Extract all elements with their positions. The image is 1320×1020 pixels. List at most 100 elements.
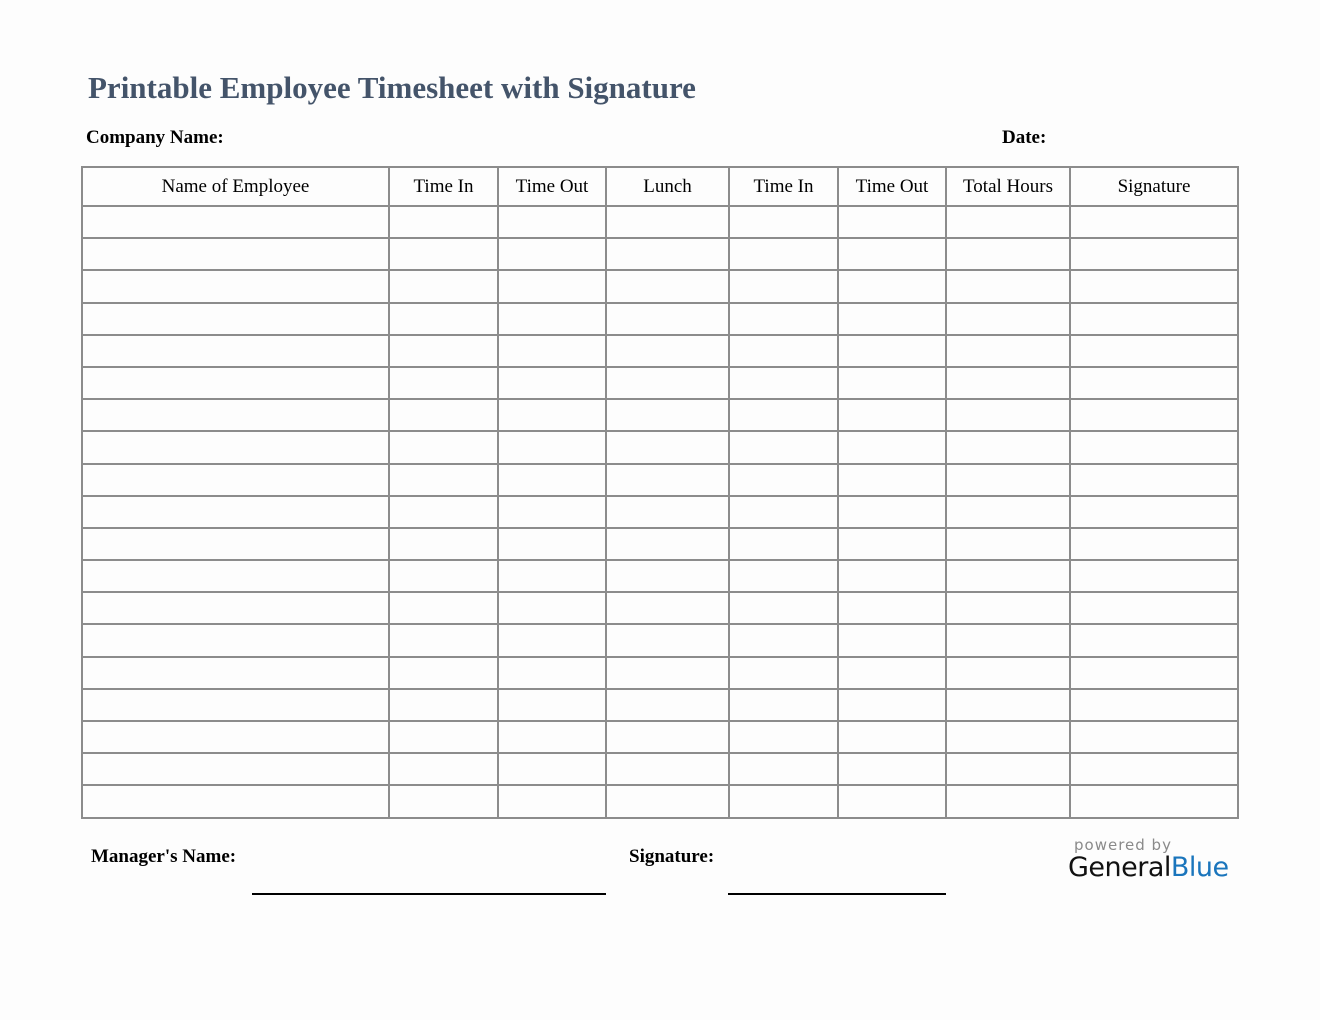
table-cell[interactable] [388,655,499,690]
table-cell[interactable] [497,462,607,497]
table-cell[interactable] [728,333,839,368]
table-cell[interactable] [945,784,1071,819]
table-cell[interactable] [728,237,839,272]
table-cell[interactable] [837,687,947,723]
table-cell[interactable] [728,655,839,690]
table-cell[interactable] [945,430,1071,465]
table-cell[interactable] [1069,430,1239,465]
table-cell[interactable] [837,719,947,755]
table-cell[interactable] [1069,623,1239,658]
table-cell[interactable] [837,301,947,336]
table-cell[interactable] [497,398,607,433]
table-cell[interactable] [1069,687,1239,723]
table-cell[interactable] [837,559,947,594]
table-cell[interactable] [837,237,947,272]
table-cell[interactable] [1069,752,1239,787]
table-cell[interactable] [81,591,390,626]
table-cell[interactable] [1069,237,1239,272]
table-cell[interactable] [497,333,607,368]
table-cell[interactable] [728,752,839,787]
table-cell[interactable] [837,365,947,401]
table-cell[interactable] [388,494,499,529]
table-cell[interactable] [81,559,390,594]
table-cell[interactable] [497,687,607,723]
table-cell[interactable] [728,719,839,755]
table-cell[interactable] [945,719,1071,755]
table-cell[interactable] [605,269,730,304]
table-cell[interactable] [1069,719,1239,755]
table-cell[interactable] [388,237,499,272]
table-cell[interactable] [81,623,390,658]
table-cell[interactable] [81,301,390,336]
table-cell[interactable] [81,687,390,723]
table-cell[interactable] [388,462,499,497]
table-cell[interactable] [81,398,390,433]
table-cell[interactable] [497,237,607,272]
table-cell[interactable] [605,365,730,401]
table-cell[interactable] [837,430,947,465]
table-cell[interactable] [605,752,730,787]
table-cell[interactable] [81,494,390,529]
table-cell[interactable] [837,333,947,368]
table-cell[interactable] [945,269,1071,304]
table-cell[interactable] [945,494,1071,529]
table-cell[interactable] [605,559,730,594]
table-cell[interactable] [388,687,499,723]
table-cell[interactable] [1069,784,1239,819]
table-cell[interactable] [945,655,1071,690]
table-cell[interactable] [605,494,730,529]
table-cell[interactable] [945,752,1071,787]
table-cell[interactable] [497,430,607,465]
table-cell[interactable] [728,398,839,433]
table-cell[interactable] [388,623,499,658]
table-cell[interactable] [945,526,1071,562]
table-cell[interactable] [605,623,730,658]
table-cell[interactable] [497,301,607,336]
table-cell[interactable] [497,719,607,755]
table-cell[interactable] [81,784,390,819]
table-cell[interactable] [388,430,499,465]
table-cell[interactable] [1069,365,1239,401]
table-cell[interactable] [81,204,390,240]
table-cell[interactable] [81,269,390,304]
table-cell[interactable] [837,623,947,658]
table-cell[interactable] [837,462,947,497]
table-cell[interactable] [81,237,390,272]
table-cell[interactable] [837,398,947,433]
table-cell[interactable] [605,333,730,368]
table-cell[interactable] [605,462,730,497]
table-cell[interactable] [1069,494,1239,529]
table-cell[interactable] [1069,526,1239,562]
table-cell[interactable] [605,687,730,723]
table-cell[interactable] [1069,333,1239,368]
table-cell[interactable] [728,559,839,594]
table-cell[interactable] [497,526,607,562]
table-cell[interactable] [837,784,947,819]
table-cell[interactable] [728,430,839,465]
table-cell[interactable] [945,301,1071,336]
table-cell[interactable] [388,559,499,594]
table-cell[interactable] [728,623,839,658]
table-cell[interactable] [837,752,947,787]
table-cell[interactable] [837,655,947,690]
table-cell[interactable] [1069,655,1239,690]
table-cell[interactable] [605,784,730,819]
table-cell[interactable] [837,494,947,529]
table-cell[interactable] [605,301,730,336]
table-cell[interactable] [728,591,839,626]
table-cell[interactable] [388,269,499,304]
table-cell[interactable] [388,365,499,401]
table-cell[interactable] [81,719,390,755]
table-cell[interactable] [81,430,390,465]
table-cell[interactable] [605,430,730,465]
table-cell[interactable] [388,204,499,240]
table-cell[interactable] [388,719,499,755]
table-cell[interactable] [945,237,1071,272]
table-cell[interactable] [605,526,730,562]
table-cell[interactable] [497,623,607,658]
table-cell[interactable] [497,269,607,304]
table-cell[interactable] [388,398,499,433]
table-cell[interactable] [728,204,839,240]
table-cell[interactable] [81,333,390,368]
table-cell[interactable] [81,752,390,787]
